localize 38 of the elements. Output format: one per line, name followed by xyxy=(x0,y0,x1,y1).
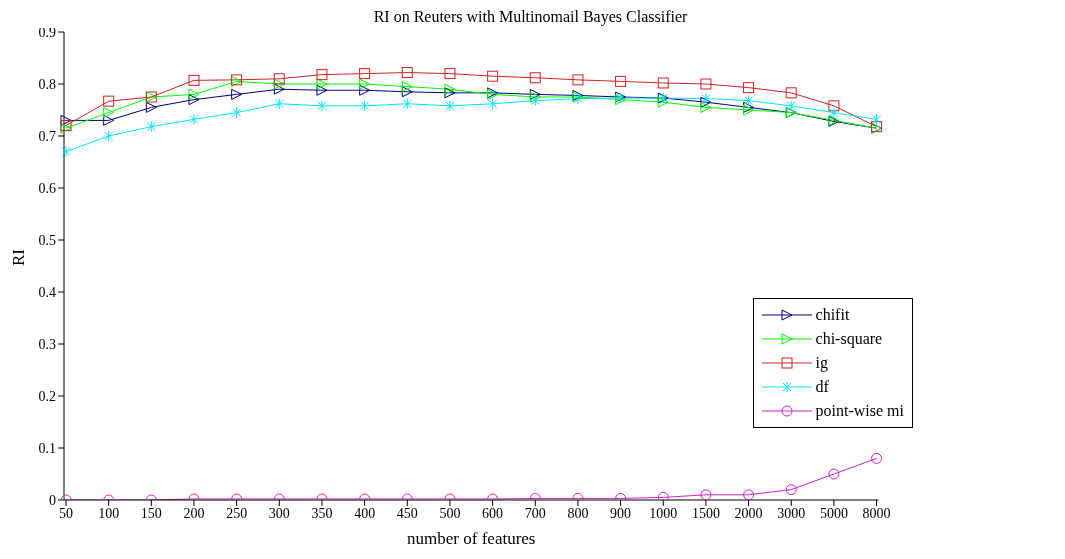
legend-label: df xyxy=(815,378,829,396)
x-tick-label: 350 xyxy=(311,505,333,521)
x-tick-label: 50 xyxy=(59,505,73,521)
chart-title: RI on Reuters with Multinomail Bayes Classifier xyxy=(373,8,688,25)
x-tick-label: 3000 xyxy=(777,505,806,521)
x-tick-label: 400 xyxy=(354,505,376,521)
x-tick-label: 250 xyxy=(226,505,248,521)
y-tick-label: 0.8 xyxy=(38,76,56,92)
legend-label: chifit xyxy=(815,306,850,324)
y-tick-label: 0.9 xyxy=(38,24,56,40)
x-tick-label: 700 xyxy=(524,505,546,521)
x-tick-label: 200 xyxy=(183,505,205,521)
x-tick-label: 800 xyxy=(567,505,589,521)
x-tick-label: 450 xyxy=(396,505,418,521)
legend-label: point-wise mi xyxy=(815,402,904,420)
x-tick-label: 500 xyxy=(439,505,461,521)
y-axis-title: RI xyxy=(9,248,29,266)
y-tick-label: 0.3 xyxy=(38,336,56,352)
y-tick-label: 0.1 xyxy=(38,440,56,456)
x-tick-label: 300 xyxy=(268,505,290,521)
legend-label: ig xyxy=(815,354,829,372)
x-tick-label: 100 xyxy=(98,505,120,521)
x-tick-label: 900 xyxy=(610,505,632,521)
y-tick-label: 0.5 xyxy=(38,232,56,248)
x-tick-label: 8000 xyxy=(862,505,891,521)
x-tick-label: 1000 xyxy=(649,505,678,521)
y-tick-label: 0.2 xyxy=(38,388,56,404)
x-tick-label: 5000 xyxy=(819,505,848,521)
x-tick-label: 600 xyxy=(482,505,504,521)
x-tick-label: 2000 xyxy=(734,505,763,521)
legend-label: chi-square xyxy=(815,330,883,348)
x-axis-title: number of features xyxy=(407,529,536,548)
y-tick-label: 0 xyxy=(49,492,56,508)
y-tick-label: 0.7 xyxy=(38,128,56,144)
x-tick-label: 150 xyxy=(140,505,162,521)
y-tick-label: 0.4 xyxy=(38,284,56,300)
x-tick-label: 1500 xyxy=(691,505,720,521)
y-tick-label: 0.6 xyxy=(38,180,56,196)
